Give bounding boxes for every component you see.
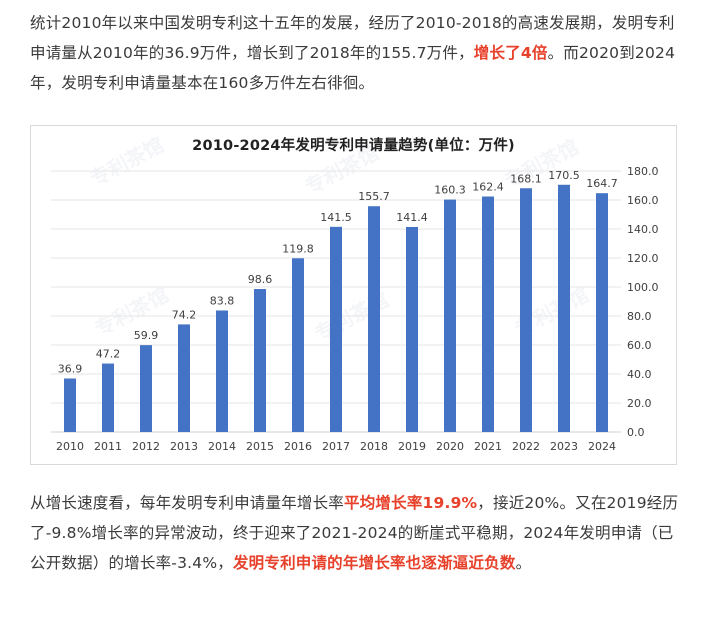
data-label: 47.2 [96, 348, 121, 361]
data-label: 168.1 [510, 172, 542, 185]
intro-highlight: 增长了4倍 [473, 44, 548, 62]
x-tick-label: 2015 [246, 440, 274, 453]
data-label: 74.2 [172, 308, 197, 321]
x-tick-label: 2011 [94, 440, 122, 453]
bar [254, 289, 266, 432]
intro-text-before: 统计2010年以来中国发明专利这十五年的发展，经历了2010-2018的高速发展… [30, 14, 675, 62]
x-tick-label: 2017 [322, 440, 350, 453]
x-tick-label: 2014 [208, 440, 236, 453]
y-tick-label: 180.0 [627, 165, 659, 178]
bar [216, 310, 228, 432]
growth-text-c: 。 [515, 554, 532, 572]
bar-chart: 0.0 20.0 40.0 60.0 80.0 100.0 120.0 140.0 160.0 1… [51, 165, 659, 453]
bar [558, 184, 570, 432]
bar [292, 258, 304, 432]
y-tick-label: 160.0 [627, 194, 659, 207]
data-label: 155.7 [358, 190, 390, 203]
chart-container: 专利茶馆 专利茶馆 专利茶馆 专利茶馆 专利茶馆 专利茶馆 0.0 20.0 40.… [30, 125, 677, 465]
bar [596, 193, 608, 432]
growth-text-b: ，接近20%。又在2019经历了-9.8%增长率的异常波动，终于迎来了2021-… [30, 494, 679, 572]
x-tick-label: 2021 [474, 440, 502, 453]
x-tick-label: 2018 [360, 440, 388, 453]
y-tick-label: 140.0 [627, 223, 659, 236]
bar [64, 378, 76, 432]
growth-text-a: 从增长速度看，每年发明专利申请量年增长率 [30, 494, 345, 512]
x-tick-label: 2016 [284, 440, 312, 453]
chart-title: 2010-2024年发明专利申请量趋势(单位：万件) [192, 138, 515, 154]
bar [406, 226, 418, 432]
y-tick-label: 120.0 [627, 252, 659, 265]
bar [444, 199, 456, 432]
x-tick-label: 2020 [436, 440, 464, 453]
data-label: 141.4 [396, 211, 428, 224]
data-label: 83.8 [210, 294, 235, 307]
x-tick-label: 2012 [132, 440, 160, 453]
growth-highlight-negative: 发明专利申请的年增长率也逐渐逼近负数 [232, 554, 516, 572]
data-label: 119.8 [282, 242, 314, 255]
x-tick-label: 2023 [550, 440, 578, 453]
intro-paragraph: 统计2010年以来中国发明专利这十五年的发展，经历了2010-2018的高速发展… [30, 8, 685, 98]
data-label: 164.7 [586, 177, 618, 190]
y-tick-label: 100.0 [627, 281, 659, 294]
x-tick-label: 2024 [588, 440, 616, 453]
growth-paragraph: 从增长速度看，每年发明专利申请量年增长率平均增长率19.9%，接近20%。又在2… [30, 488, 685, 578]
bar [330, 226, 342, 432]
bar [482, 196, 494, 432]
y-tick-label: 20.0 [627, 397, 652, 410]
data-label: 170.5 [548, 169, 580, 182]
x-tick-label: 2022 [512, 440, 540, 453]
x-tick-label: 2019 [398, 440, 426, 453]
data-label: 162.4 [472, 181, 504, 194]
intro-text-after: 。而2020到2024年，发明专利申请量基本在160多万件左右徘徊。 [30, 44, 676, 92]
y-tick-label: 80.0 [627, 310, 652, 323]
y-tick-label: 60.0 [627, 339, 652, 352]
y-tick-label: 40.0 [627, 368, 652, 381]
bar [178, 324, 190, 432]
bar [520, 188, 532, 432]
data-label: 141.5 [320, 211, 352, 224]
x-tick-label: 2013 [170, 440, 198, 453]
bar [140, 345, 152, 432]
data-label: 98.6 [248, 273, 273, 286]
data-label: 160.3 [434, 184, 466, 197]
data-label: 36.9 [58, 362, 83, 375]
x-tick-label: 2010 [56, 440, 84, 453]
bar [102, 363, 114, 432]
bar [368, 206, 380, 432]
y-tick-label: 0.0 [627, 426, 645, 439]
growth-highlight-average: 平均增长率19.9% [344, 494, 478, 512]
data-label: 59.9 [134, 329, 159, 342]
